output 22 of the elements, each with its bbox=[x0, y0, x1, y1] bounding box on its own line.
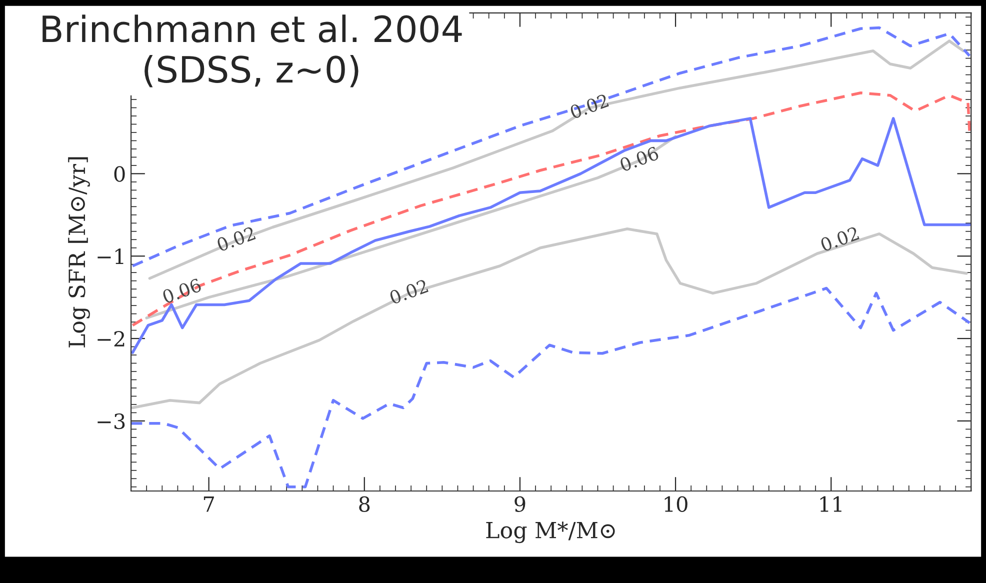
line-series bbox=[131, 117, 971, 354]
annotation: 0.06 bbox=[619, 146, 660, 172]
y-axis-title: Log SFR [M⊙/yr] bbox=[68, 157, 90, 348]
x-tick-label: 8 bbox=[359, 496, 370, 512]
y-tick-label: 0 bbox=[114, 166, 125, 182]
annotation: 0.02 bbox=[569, 94, 609, 120]
line-series bbox=[145, 135, 677, 320]
x-tick-label: 11 bbox=[820, 496, 842, 512]
x-tick-label: 9 bbox=[514, 496, 526, 512]
y-tick-label: −3 bbox=[98, 413, 125, 430]
text: Brinchmann et al. 2004 (SDSS, z~0) bbox=[42, 14, 462, 88]
annotation: 0.02 bbox=[216, 226, 256, 252]
y-tick-label: −2 bbox=[98, 330, 124, 346]
x-tick-label: 10 bbox=[664, 496, 688, 512]
annotation: 0.02 bbox=[388, 279, 429, 305]
line-series bbox=[131, 92, 971, 327]
annotation: 0.06 bbox=[162, 278, 202, 304]
x-tick-label: 7 bbox=[204, 496, 214, 512]
annotation: 0.02 bbox=[820, 226, 860, 252]
x-axis-title: Log M*/M⊙ bbox=[486, 522, 615, 544]
y-tick-label: −1 bbox=[98, 248, 124, 264]
line-series bbox=[131, 228, 968, 410]
